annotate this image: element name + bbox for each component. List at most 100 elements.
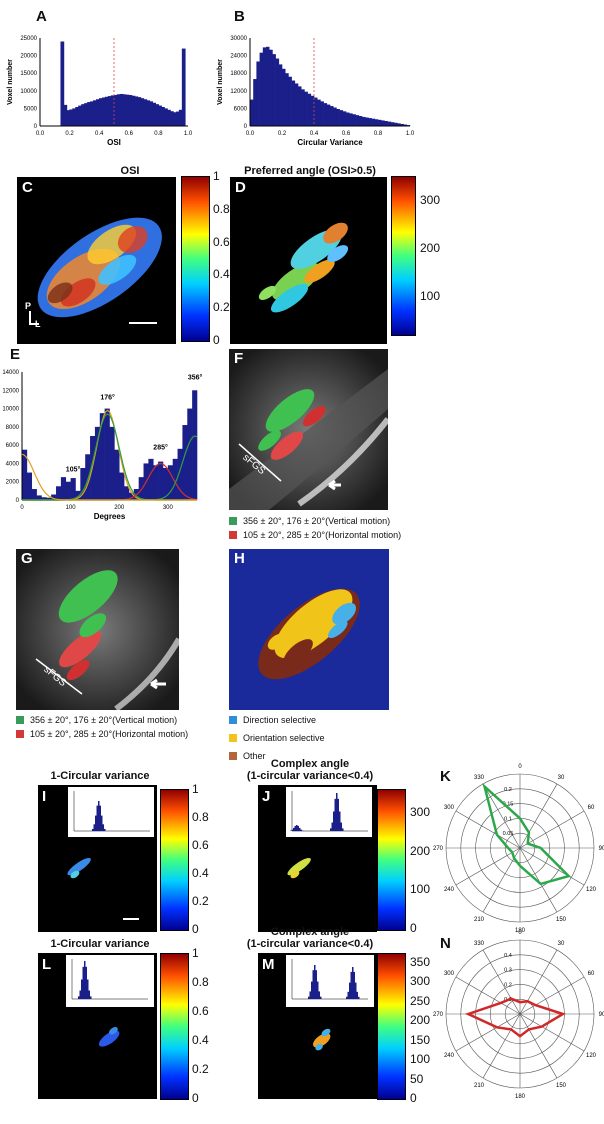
panel-letter-j: J xyxy=(262,788,271,805)
y-axis-label: Voxel number xyxy=(217,59,224,105)
y-axis-label: Voxel number xyxy=(7,59,14,105)
polar-angle-label: 30 xyxy=(558,775,565,781)
inset-bar xyxy=(311,981,313,999)
angle-colorbar-j xyxy=(377,789,406,931)
bar xyxy=(26,472,33,500)
inset-bar xyxy=(291,829,293,831)
inset-bar xyxy=(337,798,339,831)
cv-colorbar-i xyxy=(160,789,189,931)
x-tick-label: 1.0 xyxy=(406,131,415,137)
polar-spoke xyxy=(482,783,521,849)
bar xyxy=(181,48,186,127)
legend-swatch xyxy=(229,734,237,742)
bar xyxy=(278,64,283,126)
polar-angle-label: 60 xyxy=(588,971,595,977)
polar-angle-label: 240 xyxy=(444,887,455,893)
inset-bar xyxy=(346,996,348,999)
y-tick-label: 14000 xyxy=(2,370,19,376)
panel-letter-b: B xyxy=(234,8,245,25)
legend-text: Other xyxy=(243,751,266,761)
fit-curve xyxy=(21,453,197,501)
legend-item: 105 ± 20°, 285 ± 20°(Horizontal motion) xyxy=(229,530,401,540)
inset-bar xyxy=(88,990,90,999)
polar-angle-label: 0 xyxy=(518,764,522,770)
legend-text: 105 ± 20°, 285 ± 20°(Horizontal motion) xyxy=(243,530,402,540)
bar xyxy=(172,112,177,126)
bar xyxy=(128,95,133,126)
polar-spoke xyxy=(482,949,521,1015)
bar xyxy=(169,111,174,126)
legend-item: Orientation selective xyxy=(229,733,325,743)
colorbar-tick-label: 1 xyxy=(192,946,199,960)
cv-colorbar-l xyxy=(160,953,189,1100)
inset-bar xyxy=(78,996,80,999)
histogram-e: 0 100 200 300 0 2000 4000 6000 8000 10000 12000 140… xyxy=(2,370,202,521)
bar xyxy=(330,106,334,126)
colorbar-tick-label: 50 xyxy=(410,1071,424,1086)
inset-bar xyxy=(82,966,84,999)
y-tick-label: 6000 xyxy=(6,443,20,449)
bar xyxy=(60,477,67,500)
y-tick-label: 30000 xyxy=(230,36,247,42)
bar xyxy=(310,95,315,126)
bar xyxy=(22,449,28,500)
bar xyxy=(250,99,254,126)
colorbar-tick-label: 0 xyxy=(213,333,220,347)
y-tick-label: 8000 xyxy=(6,425,20,431)
inset-bar xyxy=(317,981,319,999)
bar xyxy=(81,104,85,126)
bar xyxy=(187,408,193,500)
polar-angle-label: 30 xyxy=(558,941,565,947)
bar xyxy=(256,61,260,126)
inset-bar xyxy=(349,982,351,999)
bar xyxy=(78,105,82,126)
angle-colorbar xyxy=(391,176,416,336)
inset-bar xyxy=(308,996,310,999)
bar xyxy=(352,114,356,126)
legend-text: Orientation selective xyxy=(243,733,325,743)
bar xyxy=(253,79,257,126)
polar-angle-label: 300 xyxy=(444,805,455,811)
bar xyxy=(72,108,77,126)
polar-radial-label: 0.05 xyxy=(503,831,514,837)
polar-angle-label: 270 xyxy=(433,846,444,852)
colorbar-tick-label: 0 xyxy=(410,921,417,935)
polar-plot-k: 0 330 300 270 240 210 180 150 120 90 60 30 0.2 0.15 0.… xyxy=(433,764,604,934)
bar xyxy=(387,121,392,126)
inset-bar xyxy=(96,805,98,831)
bar xyxy=(314,97,318,126)
bar xyxy=(31,489,37,500)
angle-colorbar-m xyxy=(377,953,406,1100)
colorbar-tick-label: 100 xyxy=(410,1052,431,1067)
inset-bar xyxy=(104,828,106,831)
inset-bar xyxy=(355,982,357,999)
legend-swatch xyxy=(229,716,237,724)
legend-text: Direction selective xyxy=(243,715,317,725)
panel-letter-n: N xyxy=(440,935,451,952)
colorbar-tick-label: 0.4 xyxy=(213,267,230,282)
inset-bar xyxy=(314,965,316,999)
polar-spoke xyxy=(519,1013,585,1052)
bar xyxy=(95,99,100,126)
peak-label: 285° xyxy=(153,444,168,452)
polar-spoke xyxy=(455,976,521,1015)
inset-bar xyxy=(101,815,103,831)
bar xyxy=(138,477,144,500)
inset-bar xyxy=(95,815,97,831)
colorbar-tick-label: 0.8 xyxy=(213,201,230,216)
y-tick-label: 12000 xyxy=(2,388,19,394)
peak-label: 105° xyxy=(66,466,81,474)
inset-bar xyxy=(81,979,83,999)
bar xyxy=(282,68,286,126)
polar-angle-label: 60 xyxy=(588,805,595,811)
polar-spoke xyxy=(519,847,585,886)
orientation-arrow-horizontal xyxy=(29,323,39,325)
polar-angle-label: 240 xyxy=(444,1053,455,1059)
bar xyxy=(137,97,142,126)
bar xyxy=(114,449,120,500)
bar xyxy=(362,116,366,126)
polar-spoke xyxy=(519,847,558,913)
bar xyxy=(69,109,74,126)
inset-bar xyxy=(92,828,94,831)
colorbar-tick-label: 0.2 xyxy=(192,1062,209,1076)
